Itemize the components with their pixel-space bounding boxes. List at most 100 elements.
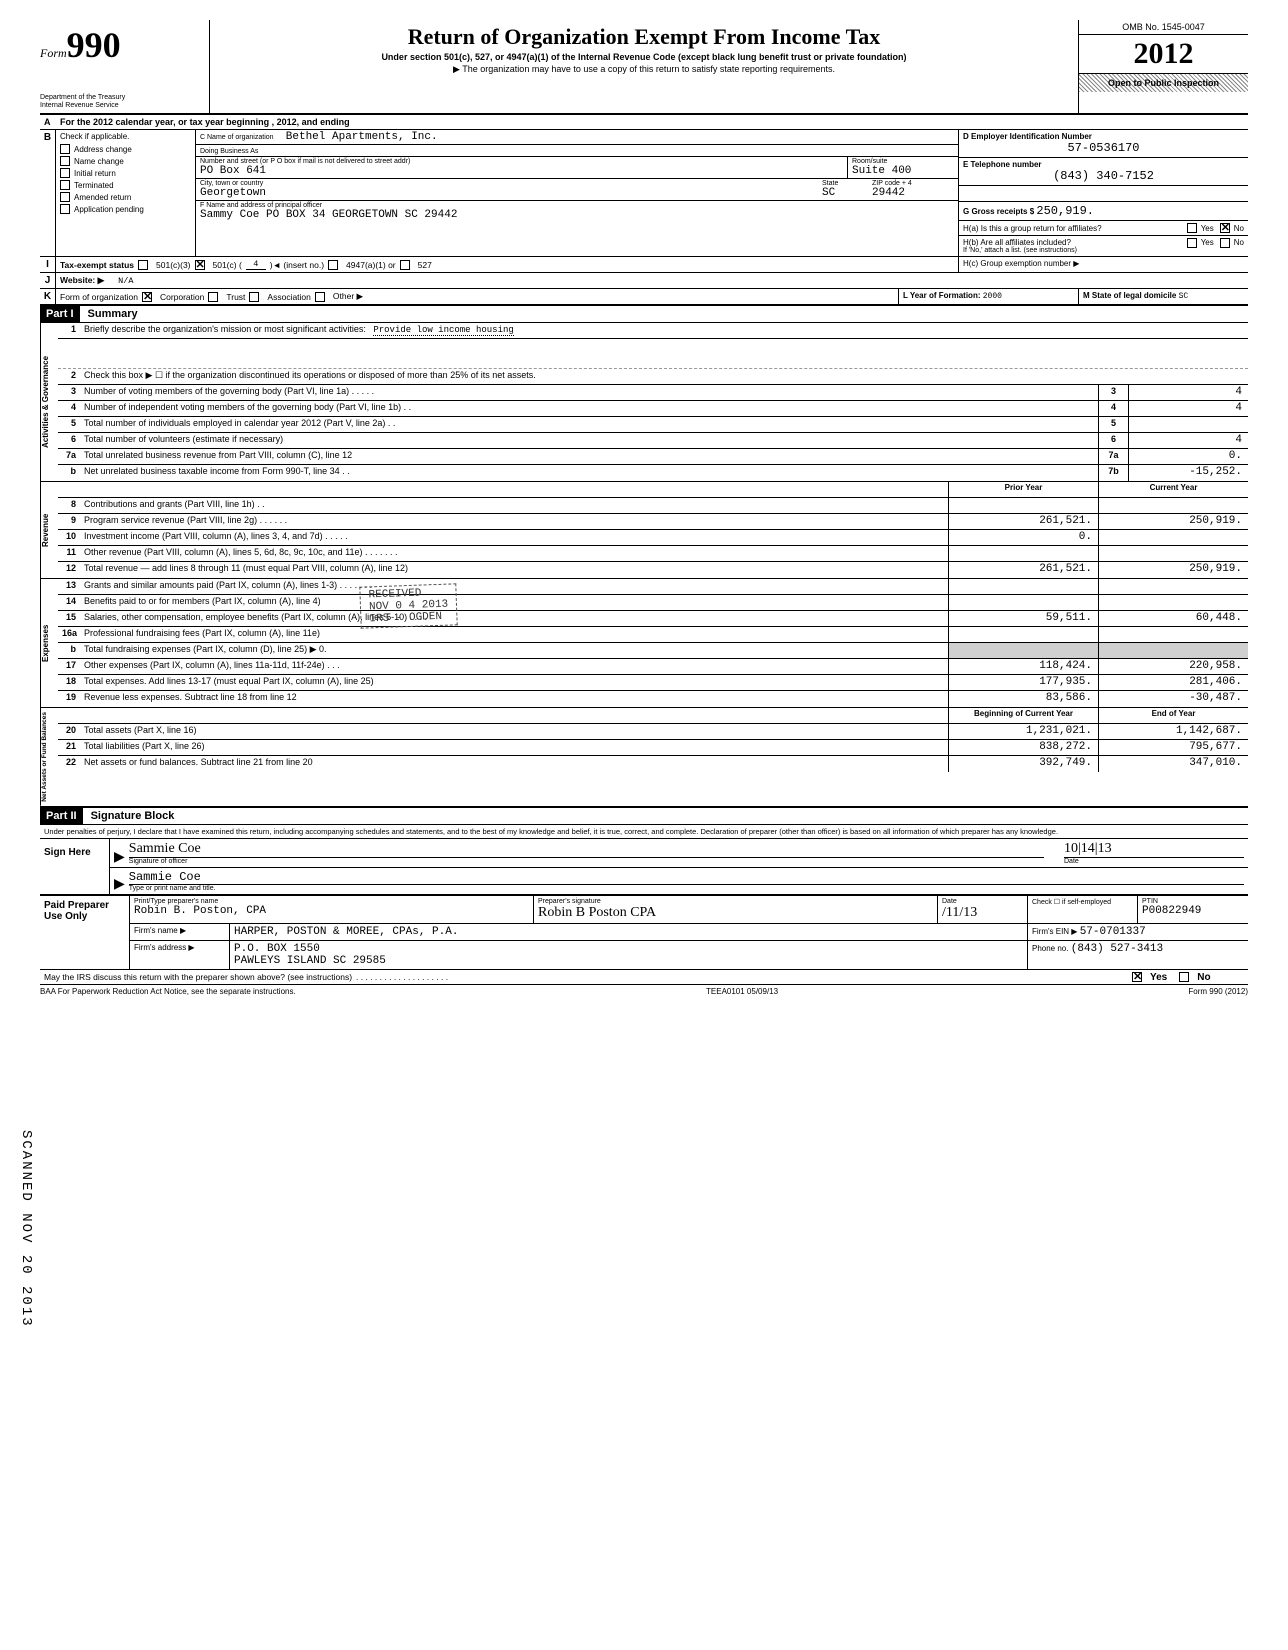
ptin: P00822949 (1142, 905, 1244, 917)
chk-501c3[interactable] (138, 260, 148, 270)
state-domicile: SC (1179, 292, 1189, 301)
f-label: F Name and address of principal officer (200, 202, 954, 209)
summary-row: 6Total number of volunteers (estimate if… (58, 433, 1248, 449)
summary-row: 7aTotal unrelated business revenue from … (58, 449, 1248, 465)
paid-preparer: Paid Preparer Use Only Print/Type prepar… (40, 895, 1248, 970)
officer-name: Sammie Coe (129, 870, 1244, 885)
street: PO Box 641 (200, 165, 843, 177)
firm-phone: (843) 527-3413 (1071, 943, 1163, 955)
form-subtitle-2: ▶ The organization may have to use a cop… (218, 64, 1070, 75)
city: Georgetown (200, 187, 814, 199)
officer-signature: Sammie Coe (129, 841, 1044, 857)
e-label: E Telephone number (963, 160, 1244, 169)
expenses-section: Expenses 13Grants and similar amounts pa… (40, 579, 1248, 708)
discuss-no[interactable] (1179, 972, 1189, 982)
footer: BAA For Paperwork Reduction Act Notice, … (40, 985, 1248, 998)
form-header: Form 990 Department of the Treasury Inte… (40, 20, 1248, 115)
summary-row: 20Total assets (Part X, line 16)1,231,02… (58, 724, 1248, 740)
summary-row: 15Salaries, other compensation, employee… (58, 611, 1248, 627)
phone: (843) 340-7152 (963, 169, 1244, 183)
chk-amended[interactable] (60, 192, 70, 202)
summary-row: 5Total number of individuals employed in… (58, 417, 1248, 433)
chk-527[interactable] (400, 260, 410, 270)
received-stamp: RECEIVED NOV 0 4 2013 IRS - OGDEN (359, 584, 458, 629)
row-a-text: For the 2012 calendar year, or tax year … (60, 117, 350, 127)
officer: Sammy Coe PO BOX 34 GEORGETOWN SC 29442 (200, 209, 954, 221)
firm-addr2: PAWLEYS ISLAND SC 29585 (234, 955, 1023, 967)
check-header: Check if applicable. (56, 130, 195, 143)
state: SC (822, 187, 864, 199)
line-k: K Form of organization Corporation Trust… (40, 289, 1248, 305)
summary-row: 18Total expenses. Add lines 13-17 (must … (58, 675, 1248, 691)
activities-governance: Activities & Governance 1Briefly describ… (40, 323, 1248, 482)
org-info: C Name of organization Bethel Apartments… (196, 130, 958, 256)
summary-row: 13Grants and similar amounts paid (Part … (58, 579, 1248, 595)
ha-no-box[interactable] (1220, 223, 1230, 233)
street-label: Number and street (or P O box if mail is… (200, 158, 843, 165)
form-number: 990 (67, 24, 121, 66)
sig-date: 10|14|13 (1064, 841, 1244, 857)
open-to-public: Open to Public Inspection (1079, 74, 1248, 92)
c-label: C Name of organization (200, 134, 274, 141)
chk-app-pending[interactable] (60, 204, 70, 214)
block-b: B Check if applicable. Address change Na… (40, 130, 1248, 257)
chk-address-change[interactable] (60, 144, 70, 154)
summary-row: bTotal fundraising expenses (Part IX, co… (58, 643, 1248, 659)
chk-name-change[interactable] (60, 156, 70, 166)
hb-note: If 'No,' attach a list. (see instruction… (963, 247, 1187, 254)
summary-row: bNet unrelated business taxable income f… (58, 465, 1248, 481)
preparer-name: Robin B. Poston, CPA (134, 905, 529, 917)
ein: 57-0536170 (963, 141, 1244, 155)
chk-501c[interactable] (195, 260, 205, 270)
summary-row: 17Other expenses (Part IX, column (A), l… (58, 659, 1248, 675)
chk-initial-return[interactable] (60, 168, 70, 178)
form-word: Form (40, 46, 67, 61)
dba-label: Doing Business As (200, 148, 258, 155)
summary-row: 3Number of voting members of the governi… (58, 385, 1248, 401)
hb-label: H(b) Are all affiliates included? (963, 238, 1187, 247)
discuss-row: May the IRS discuss this return with the… (40, 970, 1248, 985)
firm-name: HARPER, POSTON & MOREE, CPAs, P.A. (230, 924, 1028, 940)
chk-assoc[interactable] (249, 292, 259, 302)
summary-row: 4Number of independent voting members of… (58, 401, 1248, 417)
summary-row: 8Contributions and grants (Part VIII, li… (58, 498, 1248, 514)
summary-row: 21Total liabilities (Part X, line 26)838… (58, 740, 1248, 756)
scanned-stamp: SCANNED NOV 20 2013 (18, 1130, 34, 1328)
summary-row: 10Investment income (Part VIII, column (… (58, 530, 1248, 546)
net-assets-section: Net Assets or Fund Balances Beginning of… (40, 708, 1248, 807)
form-title: Return of Organization Exempt From Incom… (218, 24, 1070, 50)
part1-header: Part I Summary (40, 305, 1248, 323)
gross-receipts: 250,919. (1036, 204, 1094, 218)
ha-yes-box[interactable] (1187, 223, 1197, 233)
hb-yes-box[interactable] (1187, 238, 1197, 248)
ha-label: H(a) Is this a group return for affiliat… (963, 224, 1187, 233)
room: Suite 400 (852, 165, 954, 177)
omb-number: OMB No. 1545-0047 (1079, 20, 1248, 35)
chk-trust[interactable] (208, 292, 218, 302)
summary-row: 12Total revenue — add lines 8 through 11… (58, 562, 1248, 578)
revenue-section: Revenue Prior YearCurrent Year 8Contribu… (40, 482, 1248, 579)
summary-row: 19Revenue less expenses. Subtract line 1… (58, 691, 1248, 707)
summary-row: 22Net assets or fund balances. Subtract … (58, 756, 1248, 772)
tax-year: 2012 (1079, 35, 1248, 74)
chk-terminated[interactable] (60, 180, 70, 190)
hc-label: H(c) Group exemption number ▶ (958, 257, 1248, 272)
org-name: Bethel Apartments, Inc. (286, 131, 438, 143)
preparer-date: /11/13 (942, 905, 1023, 921)
discuss-yes[interactable] (1132, 972, 1142, 982)
room-label: Room/suite (852, 158, 954, 165)
col-d: D Employer Identification Number 57-0536… (958, 130, 1248, 256)
firm-addr1: P.O. BOX 1550 (234, 943, 1023, 955)
chk-corp[interactable] (142, 292, 152, 302)
year-formation: 2000 (983, 292, 1002, 301)
hb-no-box[interactable] (1220, 238, 1230, 248)
declaration: Under penalties of perjury, I declare th… (40, 825, 1248, 839)
zip: 29442 (872, 187, 954, 199)
g-label: G Gross receipts $ (963, 207, 1034, 216)
preparer-signature: Robin B Poston CPA (538, 905, 933, 921)
line-j: J Website: ▶ N/A (40, 273, 1248, 289)
dept-treasury: Department of the Treasury Internal Reve… (40, 94, 203, 109)
line-i: I Tax-exempt status 501(c)(3) 501(c) (4)… (40, 257, 1248, 273)
chk-4947[interactable] (328, 260, 338, 270)
chk-other[interactable] (315, 292, 325, 302)
